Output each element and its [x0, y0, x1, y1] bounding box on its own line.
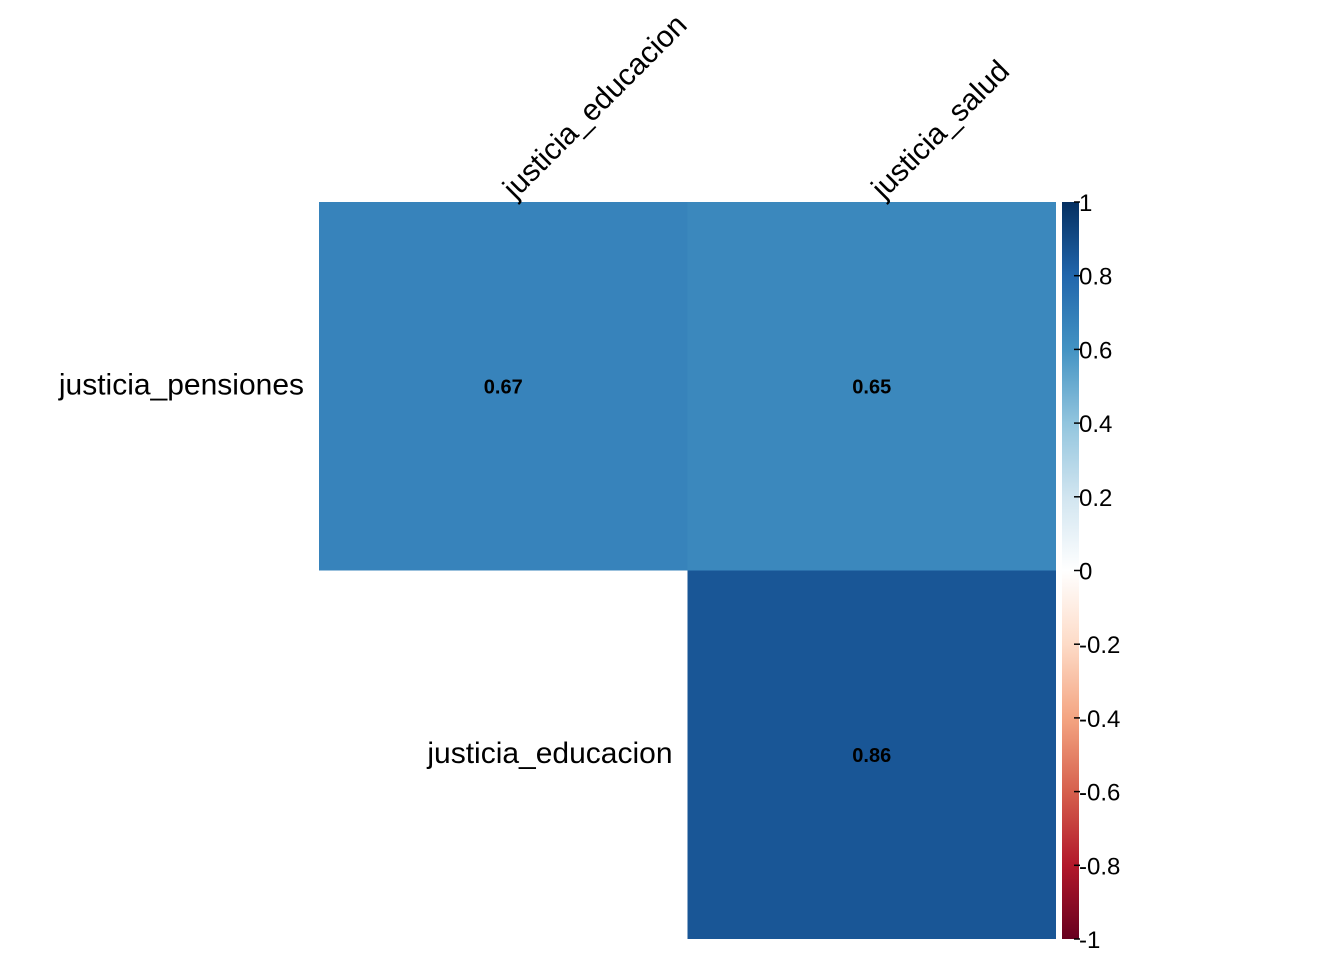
- row-labels: justicia_pensiones justicia_educacion: [58, 368, 673, 770]
- column-labels: justicia_educacion justicia_salud: [496, 8, 1016, 205]
- heatmap-cell-2: [687, 570, 1056, 939]
- legend-tick-label-8: -0.6: [1079, 780, 1120, 807]
- legend-tick-label-7: -0.4: [1079, 706, 1120, 733]
- cell-value-label-1: 0.65: [852, 376, 891, 398]
- heatmap-cell-labels: 0.67 0.65 0.86: [484, 376, 891, 767]
- legend-tick-label-2: 0.6: [1079, 337, 1112, 364]
- legend-tick-label-10: -1: [1079, 927, 1100, 954]
- legend-color-bar: [1062, 202, 1079, 939]
- column-label-0: justicia_educacion: [496, 8, 693, 205]
- legend-tick-label-4: 0.2: [1079, 485, 1112, 512]
- legend-tick-label-9: -0.8: [1079, 853, 1120, 880]
- legend-tick-label-0: 1: [1079, 190, 1092, 217]
- row-label-1: justicia_educacion: [426, 737, 672, 770]
- legend-tick-label-1: 0.8: [1079, 264, 1112, 291]
- heatmap-cell-0: [319, 202, 688, 571]
- cell-value-label-2: 0.86: [852, 745, 891, 767]
- legend-tick-label-5: 0: [1079, 559, 1092, 586]
- row-label-0: justicia_pensiones: [58, 368, 304, 401]
- heatmap-cells: [319, 202, 1056, 939]
- legend-tick-label-3: 0.4: [1079, 411, 1112, 438]
- legend-tick-label-6: -0.2: [1079, 632, 1120, 659]
- column-label-1: justicia_salud: [865, 54, 1016, 205]
- color-legend: 1 0.8 0.6 0.4 0.2 0 -0.2 -0.4 -0.6 -0.8 -1: [1062, 190, 1120, 954]
- cell-value-label-0: 0.67: [484, 376, 523, 398]
- heatmap-cell-1: [687, 202, 1056, 571]
